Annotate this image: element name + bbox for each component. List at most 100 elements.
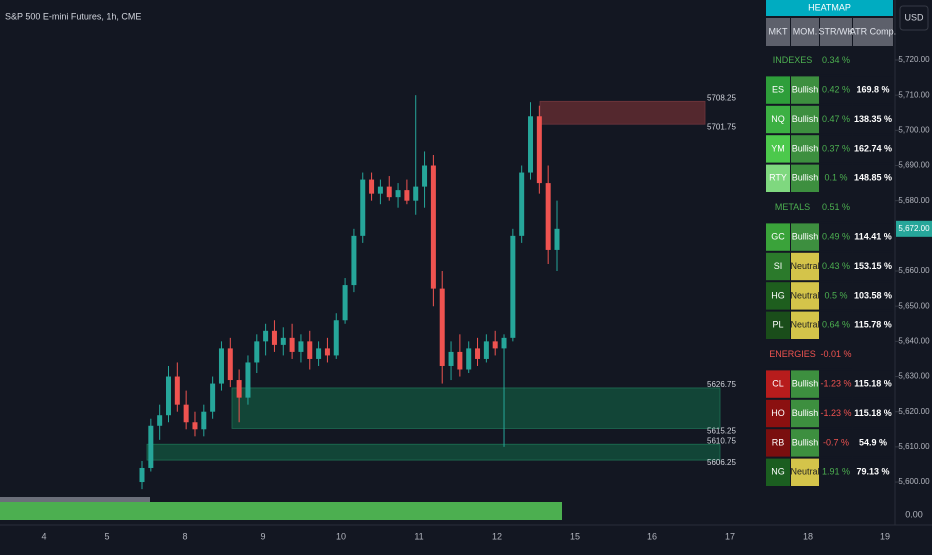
atr-comp: 114.41 % <box>854 231 892 241</box>
group-strength: -0.01 % <box>820 349 851 359</box>
market: GC <box>771 231 785 241</box>
strength-cell <box>820 311 852 339</box>
momentum-cell <box>791 370 819 398</box>
strength-cell <box>820 282 852 310</box>
market: PL <box>772 320 783 330</box>
candle-body <box>457 351 463 370</box>
atr-comp-cell <box>853 135 893 163</box>
candle-body <box>254 341 260 363</box>
zone-label: 5606.25 <box>707 458 736 467</box>
candle-body <box>210 383 216 412</box>
candle-body <box>333 320 339 356</box>
candle-body <box>501 337 507 349</box>
strength-cell <box>820 399 852 428</box>
atr-comp-cell <box>853 164 893 192</box>
market-cell <box>766 164 790 192</box>
momentum-cell <box>791 135 819 163</box>
candle-body <box>263 330 269 342</box>
group-name-cell <box>766 47 819 75</box>
momentum: Bullish <box>792 114 819 124</box>
market-cell <box>766 311 790 339</box>
candle-body <box>298 341 304 352</box>
atr-comp: 115.18 % <box>854 408 892 418</box>
x-tick-label: 18 <box>803 531 813 541</box>
zone-label: 5610.75 <box>707 436 736 445</box>
currency-button[interactable] <box>899 5 929 31</box>
candle-body <box>271 330 277 345</box>
market: RB <box>772 437 785 447</box>
candle-body <box>165 376 171 416</box>
group-strength-cell <box>820 341 852 369</box>
atr-comp: 169.8 % <box>856 84 889 94</box>
strength: 1.91 % <box>822 467 850 477</box>
y-tick-label: 5,640.00 <box>898 336 930 345</box>
momentum-cell <box>791 458 819 486</box>
market: CL <box>772 378 784 388</box>
market-cell <box>766 252 790 281</box>
momentum: Neutral <box>790 290 819 300</box>
momentum: Neutral <box>790 320 819 330</box>
momentum-cell <box>791 399 819 428</box>
y-tick-label: 5,630.00 <box>898 372 930 381</box>
zone-label: 5708.25 <box>707 93 736 102</box>
candle-body <box>360 179 366 236</box>
momentum-cell <box>791 105 819 134</box>
momentum: Neutral <box>790 261 819 271</box>
candle-body <box>369 179 375 194</box>
strength: 0.37 % <box>822 143 850 153</box>
market-cell <box>766 429 790 457</box>
market-cell <box>766 223 790 251</box>
strength-cell <box>820 252 852 281</box>
candle-body <box>157 415 163 426</box>
candle-body <box>519 172 525 236</box>
strength: 0.47 % <box>822 114 850 124</box>
candle-body <box>466 348 472 370</box>
atr-comp-cell <box>853 399 893 428</box>
y-tick-label: 5,720.00 <box>898 55 930 64</box>
last-price: 5,672.00 <box>898 224 930 233</box>
column-header-cell <box>820 18 852 46</box>
candle-body <box>351 235 357 286</box>
candle-body <box>554 228 560 250</box>
strength-cell <box>820 164 852 192</box>
atr-comp-cell <box>853 429 893 457</box>
momentum: Bullish <box>792 408 819 418</box>
atr-comp: 115.78 % <box>854 320 892 330</box>
momentum: Bullish <box>792 378 819 388</box>
strength-cell <box>820 135 852 163</box>
column-header: MOM. <box>793 26 818 36</box>
momentum: Bullish <box>792 173 819 183</box>
candle-body <box>324 348 330 356</box>
candle-body <box>404 190 410 201</box>
atr-comp: 153.15 % <box>854 261 892 271</box>
group-name: METALS <box>775 202 810 212</box>
atr-comp: 115.18 % <box>854 378 892 388</box>
x-tick-label: 9 <box>260 531 265 541</box>
group-strength: 0.51 % <box>822 202 850 212</box>
market: HG <box>771 290 785 300</box>
market-cell <box>766 282 790 310</box>
x-tick-label: 11 <box>414 531 423 541</box>
candle-body <box>386 186 392 198</box>
candle-body <box>439 288 445 366</box>
candle-body <box>316 348 322 359</box>
group-name-cell <box>766 194 819 222</box>
currency[interactable]: USD <box>904 12 924 22</box>
column-header-cell <box>766 18 790 46</box>
candle-body <box>483 341 489 359</box>
zone <box>231 387 721 429</box>
atr-comp-cell <box>853 223 893 251</box>
momentum-cell <box>791 164 819 192</box>
market: SI <box>774 261 783 271</box>
group-name: ENERGIES <box>769 349 816 359</box>
atr-comp-cell <box>853 282 893 310</box>
y-tick-label: 5,600.00 <box>898 477 930 486</box>
y-tick-label: 5,620.00 <box>898 407 930 416</box>
candle-body <box>307 341 313 359</box>
strength: 0.64 % <box>822 320 850 330</box>
candle-body <box>413 186 419 201</box>
zone-label: 5626.75 <box>707 380 736 389</box>
indicator-tick: 0.00 <box>905 509 923 519</box>
candle-body <box>536 116 542 184</box>
